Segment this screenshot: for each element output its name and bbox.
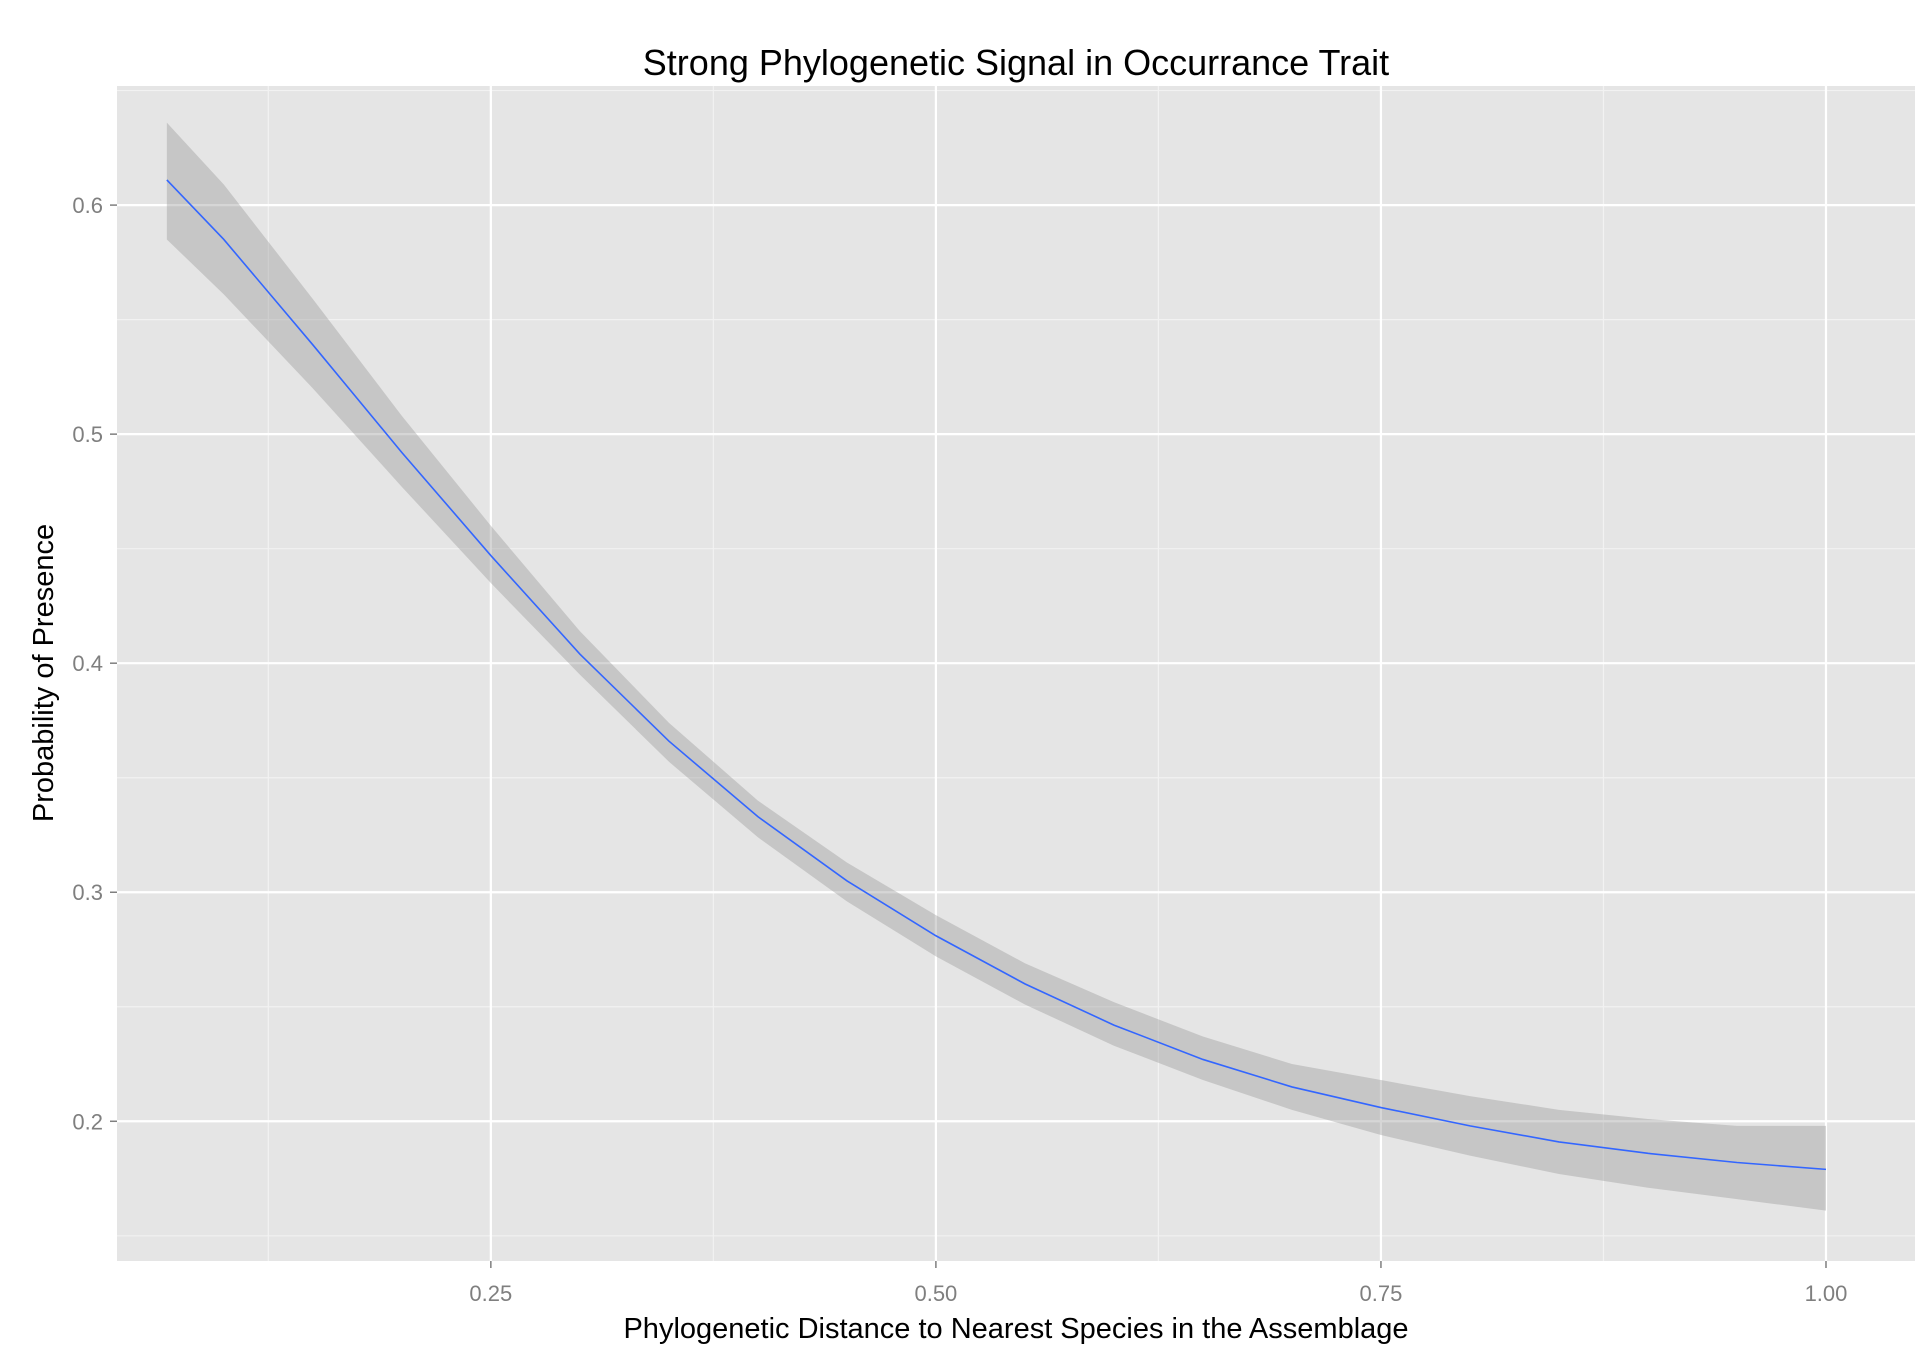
y-axis-title: Probability of Presence xyxy=(28,524,60,822)
x-tick-label: 1.00 xyxy=(1805,1281,1848,1306)
y-tick-label: 0.5 xyxy=(72,422,103,447)
y-tick-label: 0.6 xyxy=(72,193,103,218)
x-axis-ticks: 0.25 0.50 0.75 1.00 xyxy=(469,1261,1847,1306)
x-axis-title: Phylogenetic Distance to Nearest Species… xyxy=(623,1313,1408,1344)
fitted-line xyxy=(166,179,1827,1171)
x-tick-label: 0.50 xyxy=(914,1281,957,1306)
plot-panel-background xyxy=(117,86,1915,1261)
minor-gridlines xyxy=(117,86,1915,1261)
x-tick-label: 0.75 xyxy=(1360,1281,1403,1306)
chart-title: Strong Phylogenetic Signal in Occurrance… xyxy=(643,42,1389,83)
y-axis-ticks: 0.2 0.3 0.4 0.5 0.6 xyxy=(72,193,117,1134)
y-tick-label: 0.4 xyxy=(72,651,103,676)
major-gridlines xyxy=(117,86,1915,1261)
series-layer xyxy=(166,122,1827,1211)
y-tick-label: 0.3 xyxy=(72,880,103,905)
y-tick-label: 0.2 xyxy=(72,1109,103,1134)
x-tick-label: 0.25 xyxy=(469,1281,512,1306)
